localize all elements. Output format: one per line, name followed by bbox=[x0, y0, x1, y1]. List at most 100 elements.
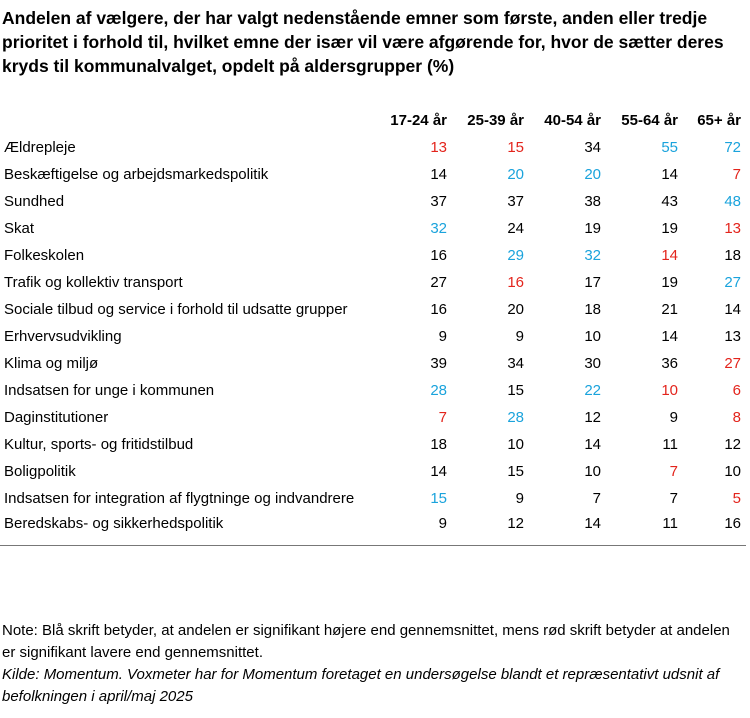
row: Erhvervsudvikling 9 9 10 14 13 bbox=[0, 323, 746, 350]
row: Daginstitutioner 7 28 12 9 8 bbox=[0, 404, 746, 431]
row: Indsatsen for unge i kommunen 28 15 22 10 6 bbox=[0, 377, 746, 404]
row: Folkeskolen 16 29 32 14 18 bbox=[0, 242, 746, 269]
value-cell: 14 bbox=[430, 165, 447, 183]
value-cell: 38 bbox=[584, 192, 601, 210]
row: Skat 32 24 19 19 13 bbox=[0, 215, 746, 242]
value-cell: 24 bbox=[507, 219, 524, 237]
row: Beredskabs- og sikkerhedspolitik 9 12 14 11 1… bbox=[0, 512, 746, 546]
value-cell: 19 bbox=[661, 273, 678, 291]
value-cell: 6 bbox=[732, 381, 741, 399]
table-body: Ældrepleje 13 15 34 55 72 Beskæftigelse og arb… bbox=[0, 134, 746, 546]
value-cell: 15 bbox=[507, 138, 524, 156]
value-cell: 5 bbox=[732, 489, 741, 507]
header-row: 17-24 år 25-39 år 40-54 år 55-64 år 65+ år bbox=[0, 106, 746, 134]
value-cell: 17 bbox=[584, 273, 601, 291]
value-cell: 16 bbox=[507, 273, 524, 291]
value-cell: 34 bbox=[507, 354, 524, 372]
row: Sociale tilbud og service i forhold til … bbox=[0, 296, 746, 323]
value-cell: 7 bbox=[669, 489, 678, 507]
value-cell: 12 bbox=[507, 515, 524, 532]
value-cell: 10 bbox=[584, 462, 601, 480]
value-cell: 10 bbox=[661, 381, 678, 399]
value-cell: 27 bbox=[724, 273, 741, 291]
value-cell: 16 bbox=[430, 246, 447, 264]
row-label: Klima og miljø bbox=[4, 354, 99, 372]
value-cell: 28 bbox=[430, 381, 447, 399]
value-cell: 7 bbox=[669, 462, 678, 480]
column-header: 17-24 år bbox=[390, 111, 447, 129]
value-cell: 13 bbox=[724, 219, 741, 237]
value-cell: 22 bbox=[584, 381, 601, 399]
value-cell: 39 bbox=[430, 354, 447, 372]
value-cell: 11 bbox=[662, 435, 678, 453]
value-cell: 16 bbox=[724, 515, 741, 532]
row-label: Trafik og kollektiv transport bbox=[4, 273, 183, 291]
row-label: Skat bbox=[4, 219, 35, 237]
value-cell: 15 bbox=[507, 381, 524, 399]
value-cell: 10 bbox=[507, 435, 524, 453]
value-cell: 18 bbox=[584, 300, 601, 318]
value-cell: 14 bbox=[584, 515, 601, 532]
column-header: 40-54 år bbox=[544, 111, 601, 129]
value-cell: 19 bbox=[661, 219, 678, 237]
row: Boligpolitik 14 15 10 7 10 bbox=[0, 458, 746, 485]
value-cell: 9 bbox=[438, 327, 447, 345]
row-label: Folkeskolen bbox=[4, 246, 85, 264]
value-cell: 18 bbox=[430, 435, 447, 453]
row-label: Ældrepleje bbox=[4, 138, 76, 156]
value-cell: 14 bbox=[724, 300, 741, 318]
value-cell: 32 bbox=[430, 219, 447, 237]
value-cell: 29 bbox=[507, 246, 524, 264]
value-cell: 13 bbox=[430, 138, 447, 156]
value-cell: 18 bbox=[724, 246, 741, 264]
value-cell: 27 bbox=[430, 273, 447, 291]
value-cell: 12 bbox=[584, 408, 601, 426]
row: Beskæftigelse og arbejdsmarkedspolitik 14… bbox=[0, 161, 746, 188]
value-cell: 7 bbox=[732, 165, 741, 183]
row-label: Beskæftigelse og arbejdsmarkedspolitik bbox=[4, 165, 269, 183]
value-cell: 15 bbox=[430, 489, 447, 507]
value-cell: 10 bbox=[724, 462, 741, 480]
value-cell: 14 bbox=[584, 435, 601, 453]
value-cell: 28 bbox=[507, 408, 524, 426]
column-header: 25-39 år bbox=[467, 111, 524, 129]
value-cell: 10 bbox=[584, 327, 601, 345]
row-label: Sociale tilbud og service i forhold til … bbox=[4, 300, 348, 318]
value-cell: 8 bbox=[732, 408, 741, 426]
row: Ældrepleje 13 15 34 55 72 bbox=[0, 134, 746, 161]
value-cell: 55 bbox=[661, 138, 678, 156]
row-label: Beredskabs- og sikkerhedspolitik bbox=[4, 515, 224, 532]
value-cell: 7 bbox=[592, 489, 601, 507]
row-label: Indsatsen for unge i kommunen bbox=[4, 381, 215, 399]
value-cell: 14 bbox=[661, 165, 678, 183]
row: Trafik og kollektiv transport 27 16 17 19 27 bbox=[0, 269, 746, 296]
value-cell: 14 bbox=[661, 246, 678, 264]
row-label: Daginstitutioner bbox=[4, 408, 109, 426]
value-cell: 7 bbox=[438, 408, 447, 426]
value-cell: 72 bbox=[724, 138, 741, 156]
value-cell: 34 bbox=[584, 138, 601, 156]
value-cell: 19 bbox=[584, 219, 601, 237]
value-cell: 13 bbox=[724, 327, 741, 345]
value-cell: 9 bbox=[438, 515, 447, 532]
value-cell: 20 bbox=[507, 300, 524, 318]
value-cell: 14 bbox=[430, 462, 447, 480]
row-label: Erhvervsudvikling bbox=[4, 327, 122, 345]
note: Note: Blå skrift betyder, at andelen er … bbox=[2, 622, 730, 661]
value-cell: 27 bbox=[724, 354, 741, 372]
value-cell: 14 bbox=[661, 327, 678, 345]
value-cell: 11 bbox=[662, 515, 678, 532]
row: Indsatsen for integration af flygtninge … bbox=[0, 485, 746, 512]
notes: Note: Blå skrift betyder, at andelen er … bbox=[2, 620, 744, 708]
row-label: Indsatsen for integration af flygtninge … bbox=[4, 489, 355, 507]
row: Sundhed 37 37 38 43 48 bbox=[0, 188, 746, 215]
row: Klima og miljø 39 34 30 36 27 bbox=[0, 350, 746, 377]
table: 17-24 år 25-39 år 40-54 år 55-64 år 65+ år Æ… bbox=[0, 106, 746, 546]
value-cell: 9 bbox=[515, 327, 524, 345]
row: Kultur, sports- og fritidstilbud 18 10 14 11… bbox=[0, 431, 746, 458]
value-cell: 20 bbox=[507, 165, 524, 183]
source: Kilde: Momentum. Voxmeter har for Moment… bbox=[2, 666, 720, 705]
value-cell: 12 bbox=[724, 435, 741, 453]
value-cell: 9 bbox=[669, 408, 678, 426]
